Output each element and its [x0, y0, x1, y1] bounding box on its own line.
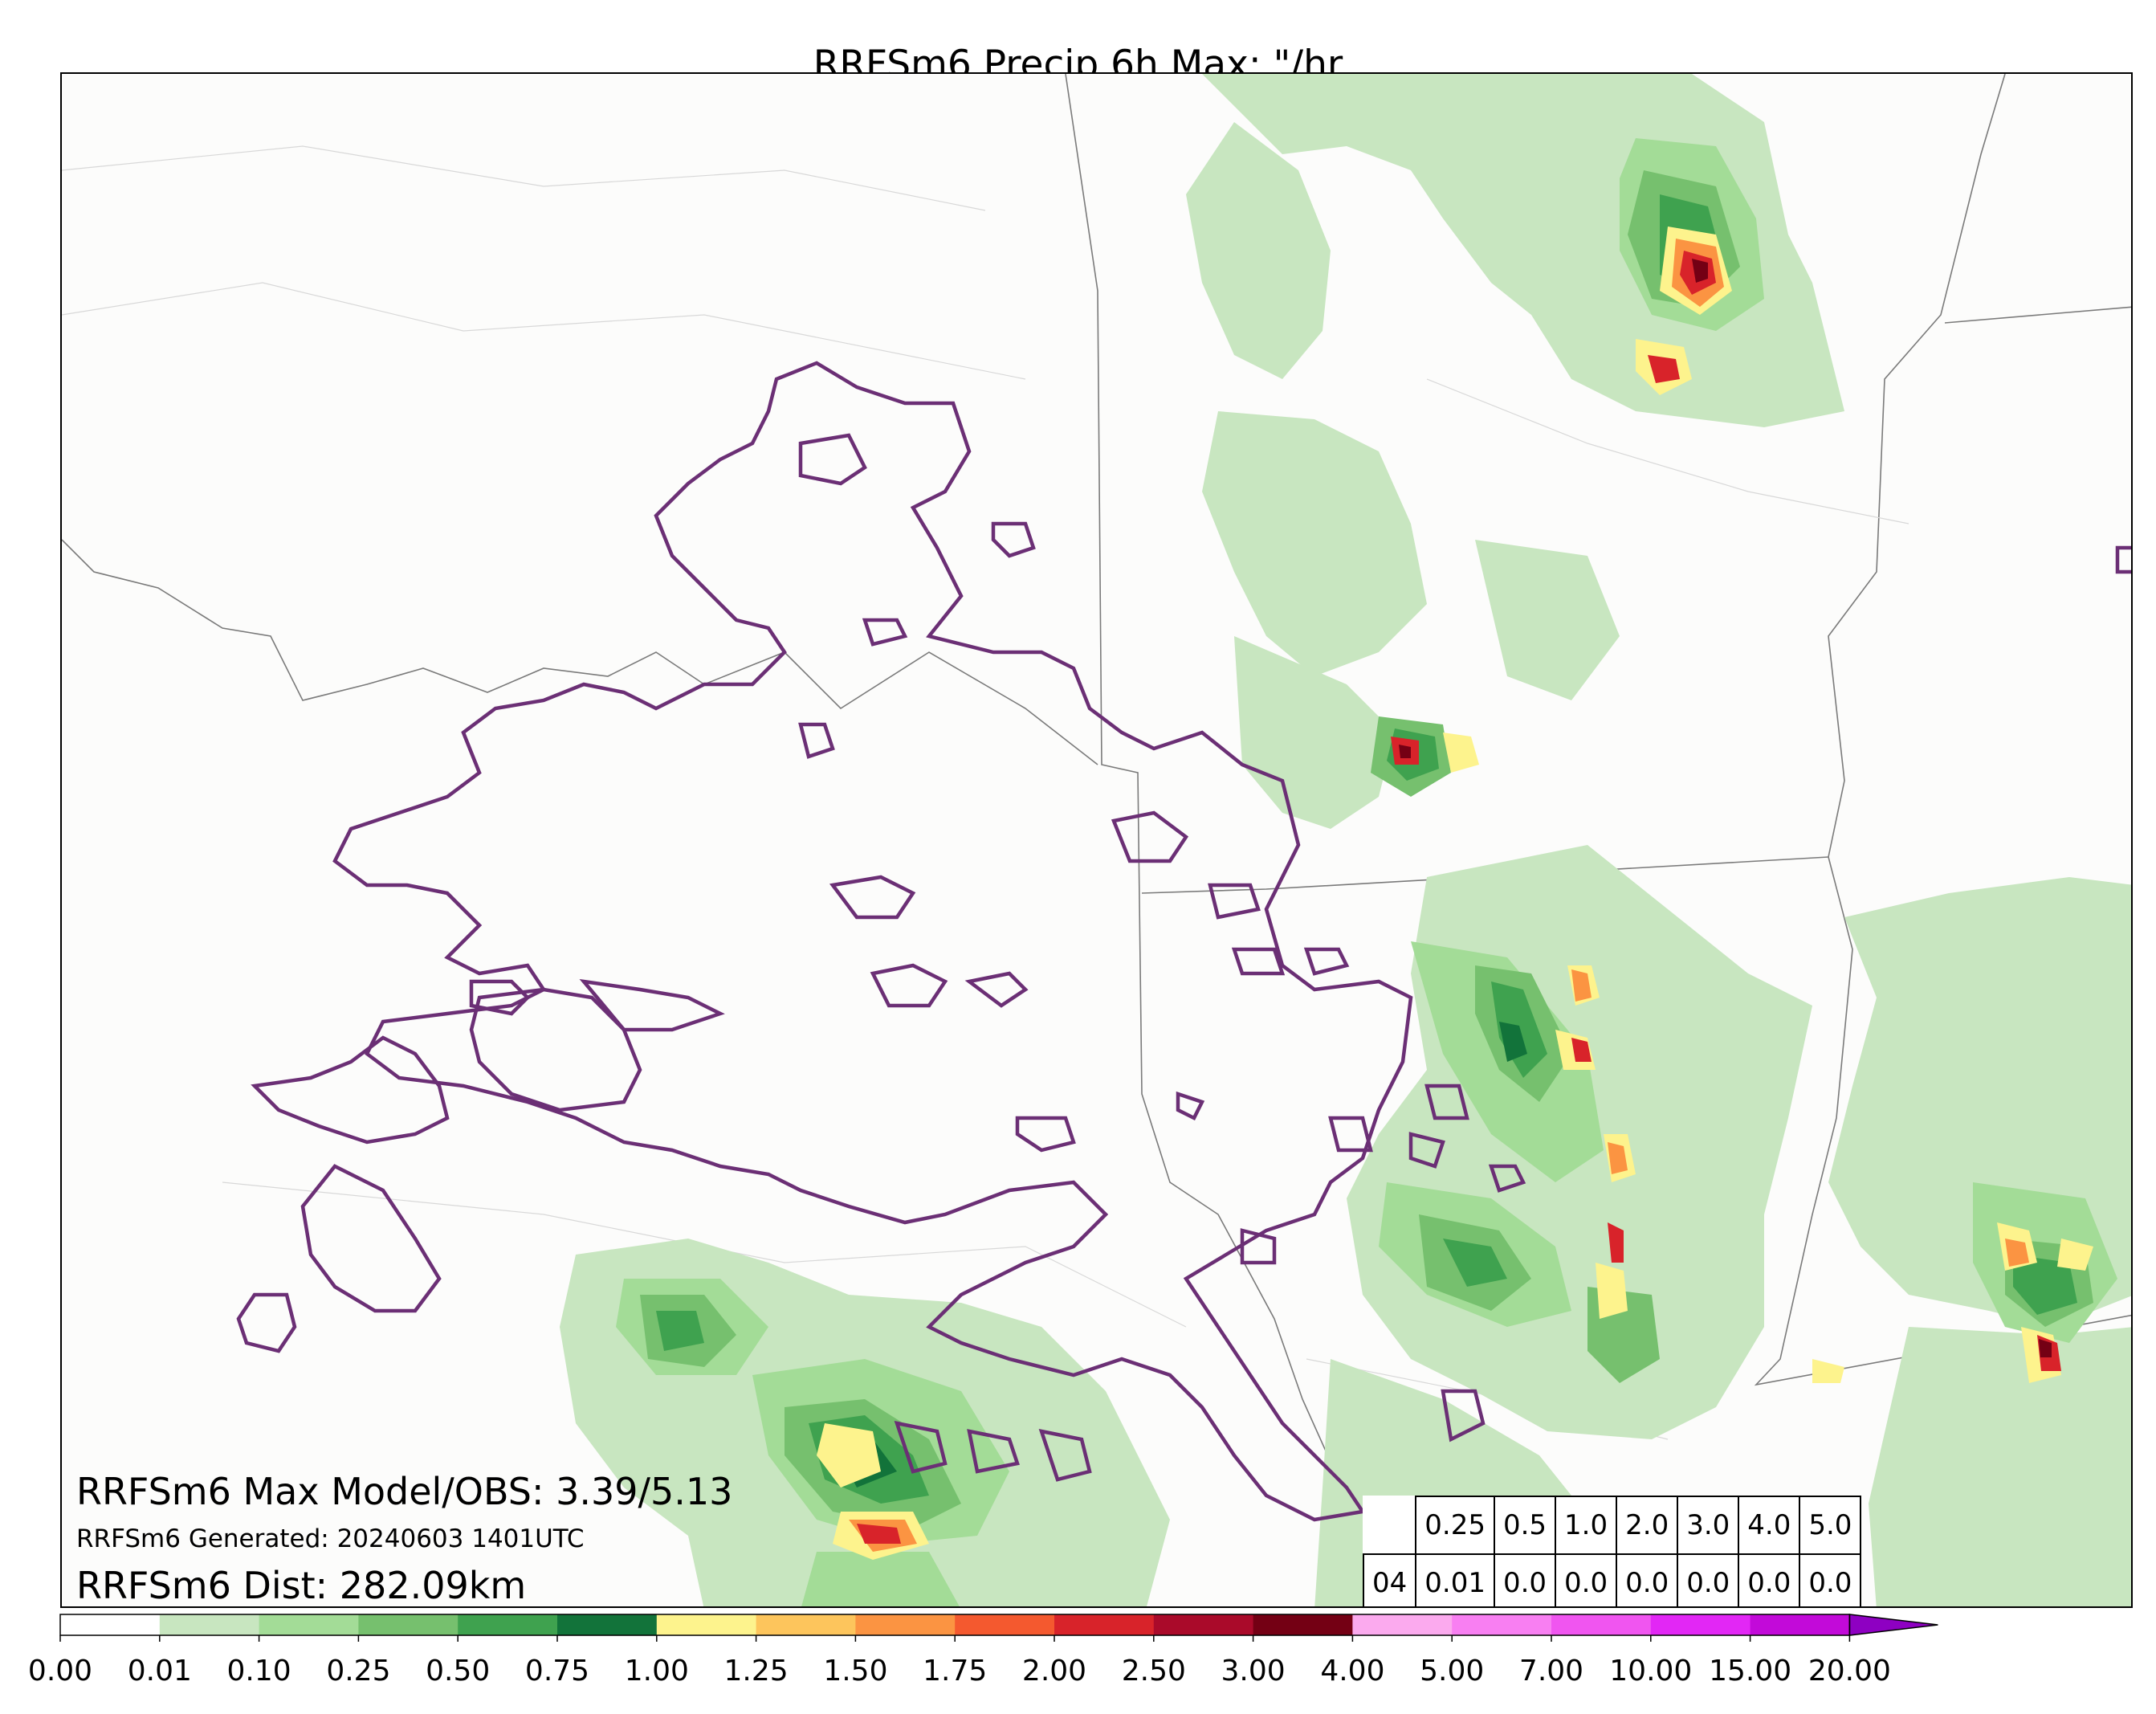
map-canvas — [62, 74, 2131, 1606]
colorbar-tick-label: 1.75 — [923, 1655, 988, 1687]
colorbar-segment — [756, 1614, 856, 1635]
colorbar-tick-label: 2.50 — [1121, 1655, 1186, 1687]
value-row: 04 0.01 0.0 0.0 0.0 0.0 0.0 0.0 — [1362, 1553, 1862, 1606]
distance-label: RRFSm6 Dist: 282.09km — [76, 1564, 527, 1607]
colorbar-segment — [1352, 1614, 1453, 1635]
colorbar — [59, 1614, 1938, 1642]
colorbar-segment — [60, 1614, 161, 1635]
threshold-cell: 1.0 — [1555, 1496, 1618, 1555]
precip-fills — [560, 74, 2131, 1606]
threshold-cell: 5.0 — [1799, 1496, 1862, 1555]
colorbar-segment — [855, 1614, 956, 1635]
precip-map: RRFSm6 Max Model/OBS: 3.39/5.13 RRFSm6 G… — [60, 72, 2133, 1608]
threshold-cell: 2.0 — [1616, 1496, 1679, 1555]
value-cell: 0.0 — [1555, 1553, 1618, 1606]
colorbar-tick-label: 0.50 — [426, 1655, 491, 1687]
colorbar-segment — [1750, 1614, 1850, 1635]
value-cell: 0.0 — [1738, 1553, 1801, 1606]
row-label: 04 — [1362, 1553, 1417, 1606]
threshold-cell: 0.25 — [1415, 1496, 1495, 1555]
colorbar-extend-arrow — [1848, 1614, 1938, 1636]
colorbar-tick-label: 0.75 — [524, 1655, 590, 1687]
colorbar-segment — [358, 1614, 459, 1635]
colorbar-tick-label: 0.25 — [326, 1655, 391, 1687]
colorbar-tick-label: 4.00 — [1320, 1655, 1385, 1687]
colorbar-segment — [259, 1614, 359, 1635]
colorbar-tick-label: 15.00 — [1709, 1655, 1792, 1687]
threshold-stats-table: 0.25 0.5 1.0 2.0 3.0 4.0 5.0 04 0.01 0.0… — [1362, 1496, 1862, 1606]
colorbar-segment — [656, 1614, 757, 1635]
threshold-cell: 0.5 — [1493, 1496, 1557, 1555]
colorbar-segment — [458, 1614, 558, 1635]
colorbar-segment — [1153, 1614, 1254, 1635]
colorbar-segment — [159, 1614, 260, 1635]
colorbar-segment — [1650, 1614, 1751, 1635]
value-cell: 0.0 — [1493, 1553, 1557, 1606]
colorbar-tick-label: 1.00 — [624, 1655, 689, 1687]
colorbar-segment — [1253, 1614, 1353, 1635]
colorbar-segment — [1452, 1614, 1552, 1635]
obs-contour — [236, 361, 2131, 1522]
colorbar-tick-label: 5.00 — [1420, 1655, 1485, 1687]
threshold-cell: 4.0 — [1738, 1496, 1801, 1555]
colorbar-tick-label: 10.00 — [1609, 1655, 1693, 1687]
colorbar-segment — [955, 1614, 1055, 1635]
colorbar-tick-label: 20.00 — [1808, 1655, 1891, 1687]
value-cell: 0.0 — [1677, 1553, 1740, 1606]
colorbar-segment — [557, 1614, 658, 1635]
colorbar-tick-label: 1.50 — [823, 1655, 888, 1687]
threshold-row: 0.25 0.5 1.0 2.0 3.0 4.0 5.0 — [1363, 1496, 1862, 1555]
colorbar-segment — [1054, 1614, 1155, 1635]
value-cell: 0.01 — [1415, 1553, 1495, 1606]
colorbar-tick-label: 2.00 — [1021, 1655, 1087, 1687]
colorbar-tick-label: 1.25 — [723, 1655, 789, 1687]
threshold-cell: 3.0 — [1677, 1496, 1740, 1555]
colorbar-tick-label: 3.00 — [1221, 1655, 1286, 1687]
colorbar-tick-label: 7.00 — [1518, 1655, 1584, 1687]
county-lines — [62, 145, 1909, 1440]
value-cell: 0.0 — [1799, 1553, 1862, 1606]
colorbar-tick-label: 0.00 — [27, 1655, 93, 1687]
max-model-obs-label: RRFSm6 Max Model/OBS: 3.39/5.13 — [76, 1470, 733, 1513]
colorbar-tick-label: 0.01 — [127, 1655, 192, 1687]
colorbar-segment — [1551, 1614, 1652, 1635]
generated-time-label: RRFSm6 Generated: 20240603 1401UTC — [76, 1524, 585, 1553]
value-cell: 0.0 — [1616, 1553, 1679, 1606]
colorbar-tick-label: 0.10 — [226, 1655, 291, 1687]
